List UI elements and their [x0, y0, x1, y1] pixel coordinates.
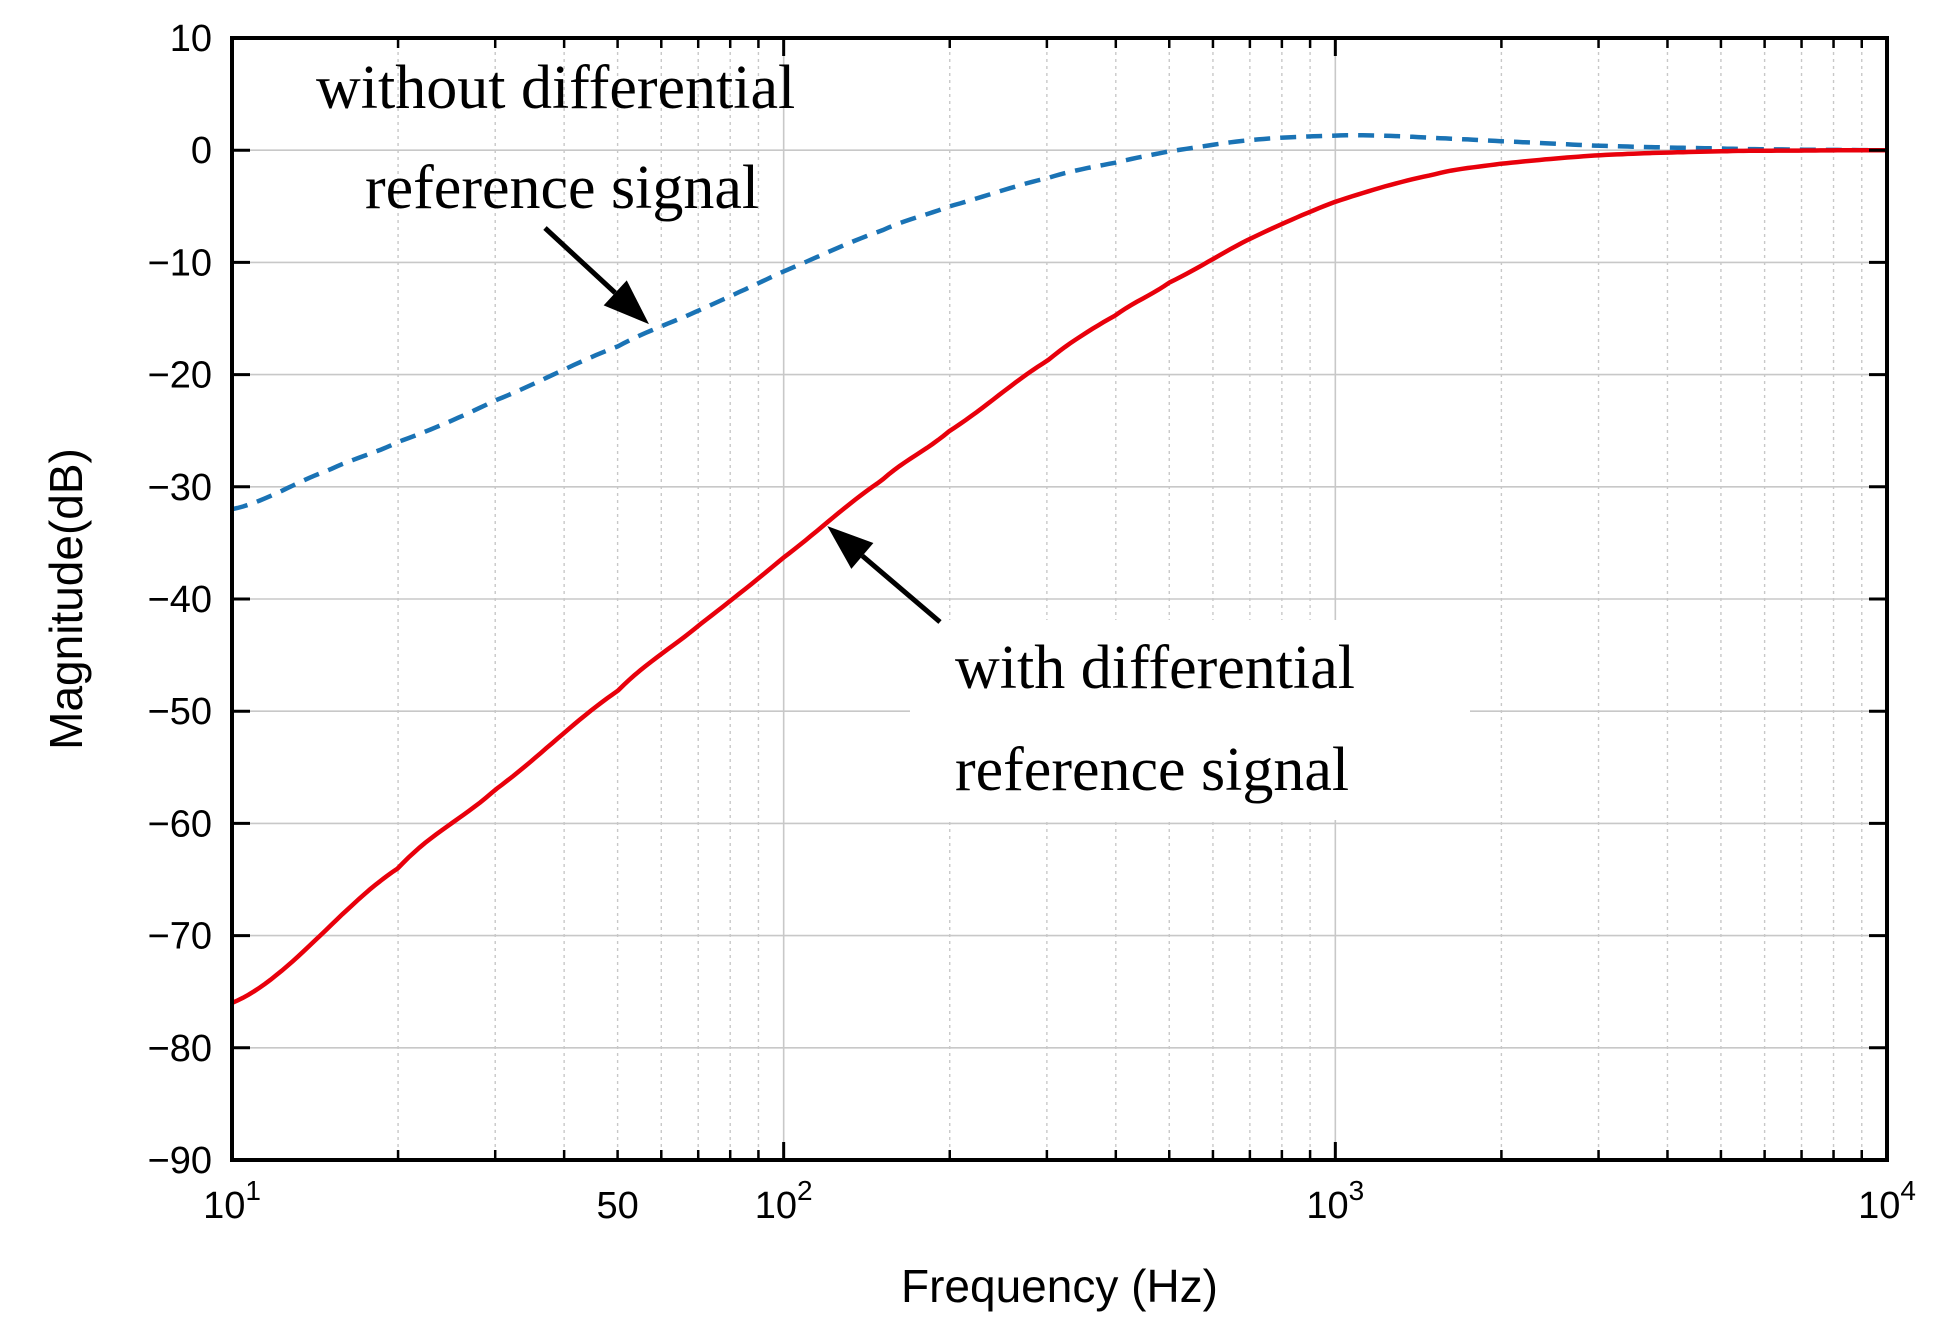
annotation-text-line: reference signal [955, 736, 1349, 804]
x-tick-base: 10 [1306, 1185, 1348, 1227]
y-tick-label: −60 [148, 803, 212, 845]
y-tick-label: −20 [148, 355, 212, 397]
x-tick-exponent: 2 [797, 1175, 813, 1206]
x-tick-exponent: 3 [1349, 1175, 1365, 1206]
x-tick-label: 50 [596, 1185, 638, 1227]
x-tick-base: 10 [755, 1185, 797, 1227]
x-tick-exponent: 1 [245, 1175, 261, 1206]
y-tick-label: −30 [148, 467, 212, 509]
annotation-arrow-head [603, 280, 649, 325]
y-tick-label: −10 [148, 242, 212, 284]
y-tick-label: 10 [170, 18, 212, 60]
annotation-arrow-shaft [543, 226, 617, 295]
y-tick-label: −80 [148, 1028, 212, 1070]
y-axis-title: Magnitude(dB) [40, 448, 92, 750]
series-line-with-differential [231, 147, 1887, 1005]
annotation-text-line: without differential [316, 54, 795, 122]
x-tick-exponent: 4 [1900, 1175, 1916, 1206]
annotation-arrow-head [827, 526, 874, 569]
x-tick-label: 103 [1306, 1175, 1364, 1227]
x-tick-label: 102 [755, 1175, 813, 1227]
x-tick-base: 10 [1858, 1185, 1900, 1227]
y-tick-label: −50 [148, 691, 212, 733]
annotation-background [910, 620, 1470, 820]
x-tick-base: 10 [203, 1185, 245, 1227]
series-group [231, 132, 1887, 1005]
annotations: without differential reference signal with… [316, 54, 1470, 820]
y-tick-label: −90 [148, 1140, 212, 1182]
annotation-text-line: with differential [955, 634, 1355, 702]
y-tick-label: −40 [148, 579, 212, 621]
x-axis-title: Frequency (Hz) [901, 1260, 1218, 1312]
x-tick-label: 104 [1858, 1175, 1916, 1227]
annotation-text-line: reference signal [365, 154, 759, 222]
annotation-arrow-shaft [860, 553, 942, 624]
x-tick-label: 101 [203, 1175, 261, 1227]
tick-marks [232, 38, 1887, 1160]
series-line-without-differential [231, 132, 1887, 512]
y-tick-label: 0 [191, 130, 212, 172]
y-tick-label: −70 [148, 916, 212, 958]
